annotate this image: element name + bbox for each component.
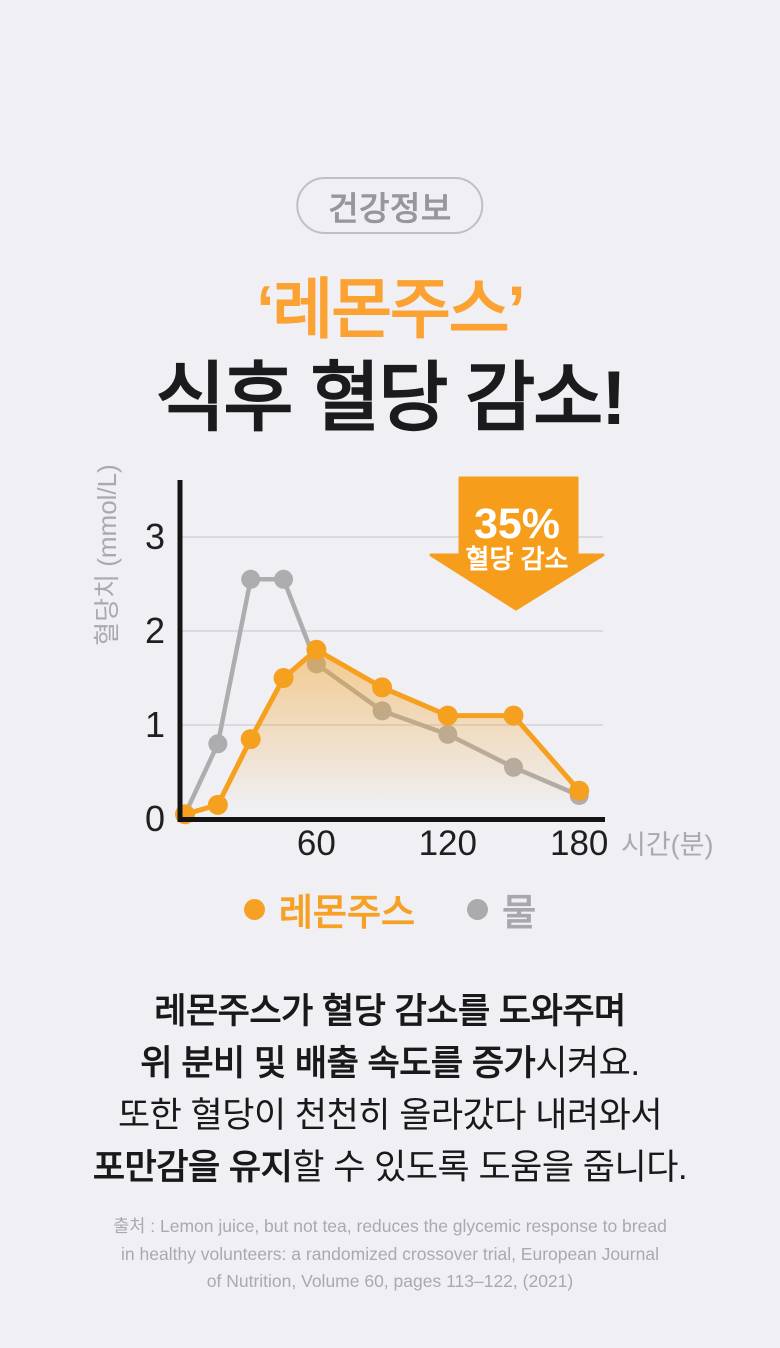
data-point-lemon	[273, 668, 294, 688]
data-point-lemon	[437, 705, 458, 726]
data-point-water	[208, 734, 228, 754]
data-point-lemon	[306, 639, 327, 660]
series-layer	[175, 569, 590, 825]
lemon-area-fill	[185, 649, 580, 819]
data-point-lemon	[372, 677, 393, 698]
x-tick-label: 120	[419, 824, 477, 863]
source-citation: 출처 : Lemon juice, but not tea, reduces t…	[0, 1213, 780, 1296]
water-dot-icon	[467, 898, 489, 920]
health-info-badge: 건강정보	[296, 177, 484, 234]
description-line-2: 위 분비 및 배출 속도를 증가시켜요.	[140, 1044, 640, 1083]
arrow-percent-label: 35%	[474, 500, 560, 548]
description-text: 레몬주스가 혈당 감소를 도와주며 위 분비 및 배출 속도를 증가시켜요. 또…	[0, 986, 780, 1194]
chart-legend: 레몬주스 물	[0, 882, 780, 936]
down-arrow-icon	[429, 476, 605, 611]
y-tick-label: 0	[145, 798, 165, 839]
legend-item-lemon: 레몬주스	[243, 882, 416, 936]
title-highlight: ‘레몬주스’	[256, 272, 526, 346]
x-tick-label: 60	[297, 824, 336, 863]
y-tick-label: 3	[145, 516, 165, 557]
description-line-4: 포만감을 유지할 수 있도록 도움을 줍니다.	[92, 1148, 688, 1187]
legend-label-water: 물	[502, 892, 537, 933]
y-tick-labels: 0 1 2 3	[145, 516, 165, 839]
y-tick-label: 2	[145, 610, 165, 651]
legend-label-lemon: 레몬주스	[278, 892, 416, 933]
source-line-2: in healthy volunteers: a randomized cros…	[121, 1243, 659, 1264]
source-line-3: of Nutrition, Volume 60, pages 113–122, …	[206, 1271, 574, 1291]
x-axis-title: 시간(분)	[621, 830, 714, 860]
reduction-arrow-callout: 35% 혈당 감소	[429, 476, 605, 611]
source-line-1: 출처 : Lemon juice, but not tea, reduces t…	[113, 1216, 667, 1236]
x-tick-label: 180	[550, 824, 608, 863]
data-point-lemon	[207, 794, 228, 815]
data-point-water	[241, 569, 261, 589]
lemon-dot-icon	[243, 898, 265, 920]
y-tick-label: 1	[145, 704, 165, 745]
y-axis-title: 혈당치 (mmol/L)	[92, 464, 122, 646]
description-line-1: 레몬주스가 혈당 감소를 도와주며	[154, 992, 626, 1031]
description-line-3: 또한 혈당이 천천히 올라갔다 내려와서	[117, 1096, 663, 1135]
x-tick-labels: 60 120 180	[297, 824, 608, 863]
glucose-line-chart: 혈당치 (mmol/L) 0 1 2 3 60 120 180 시간(분) 35% 혈당 …	[92, 464, 714, 863]
data-point-lemon	[240, 729, 261, 750]
page-title: 식후 혈당 감소!	[155, 356, 626, 441]
badge-label: 건강정보	[328, 189, 452, 227]
arrow-caption-label: 혈당 감소	[466, 544, 569, 574]
data-point-lemon	[503, 705, 524, 726]
data-point-lemon	[569, 780, 590, 801]
legend-item-water: 물	[467, 882, 536, 936]
data-point-water	[274, 569, 294, 589]
